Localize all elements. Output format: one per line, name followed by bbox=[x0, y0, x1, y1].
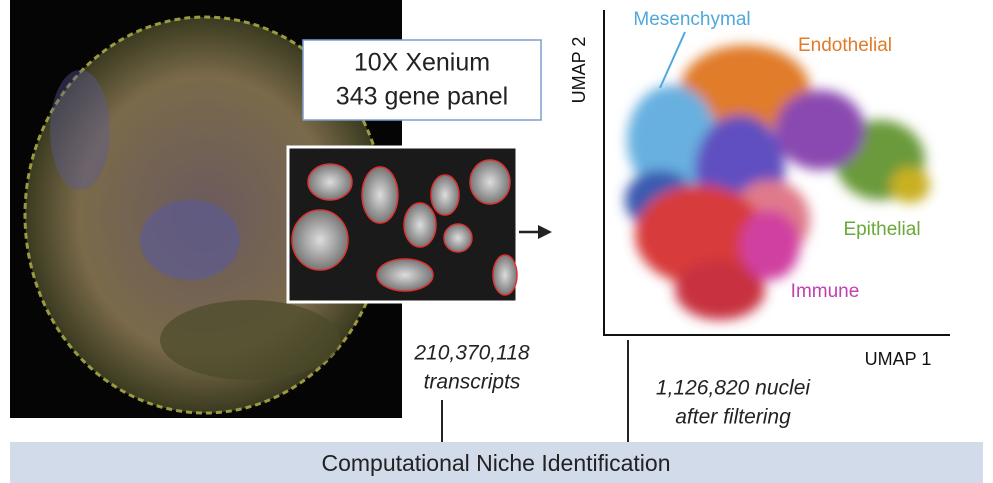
panel-line2: 343 gene panel bbox=[336, 83, 508, 111]
banner-text: Computational Niche Identification bbox=[321, 450, 670, 476]
nuclei-label: after filtering bbox=[675, 406, 791, 429]
gene-panel-box: 10X Xenium 343 gene panel bbox=[302, 39, 542, 121]
transcripts-label: transcripts bbox=[424, 371, 521, 394]
umap-plot: UMAP 2 UMAP 1 Mesenchymal Endothelial Ep… bbox=[569, 9, 950, 369]
microscopy-inset bbox=[286, 145, 519, 304]
cluster-label: Epithelial bbox=[843, 219, 920, 240]
cluster-label: Immune bbox=[791, 281, 860, 302]
cluster-label: Endothelial bbox=[798, 35, 892, 56]
arrow bbox=[519, 225, 552, 239]
nuclei-count: 1,126,820 nuclei bbox=[656, 377, 811, 400]
panel-line1: 10X Xenium bbox=[354, 49, 490, 77]
banner bbox=[10, 442, 983, 483]
cluster-label: Mesenchymal bbox=[633, 9, 750, 30]
transcripts-count: 210,370,118 bbox=[413, 342, 530, 365]
y-axis-label: UMAP 2 bbox=[569, 37, 589, 104]
x-axis-label: UMAP 1 bbox=[865, 349, 932, 369]
